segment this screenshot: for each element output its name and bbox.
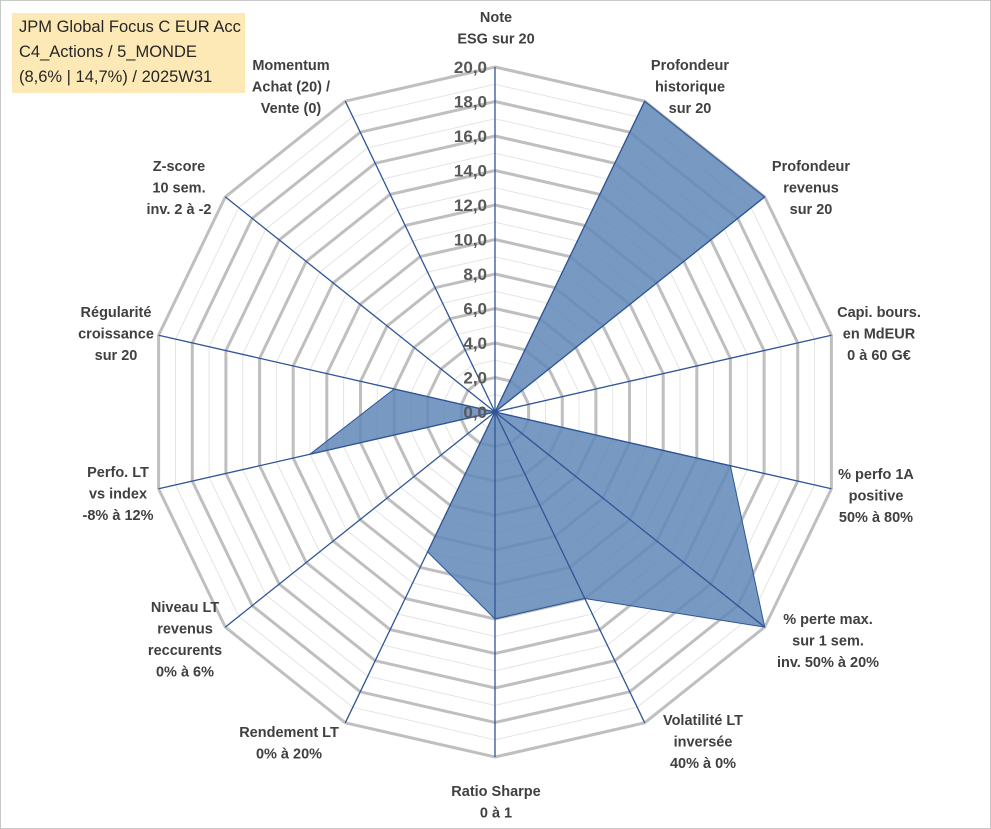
axis-spoke	[158, 334, 496, 413]
axis-spokes	[158, 67, 832, 757]
tick-label: 0,0	[463, 403, 487, 422]
fund-name: JPM Global Focus C EUR Acc	[19, 18, 241, 36]
axis-spoke	[344, 100, 496, 413]
category-label: Rendement LT 0% à 20%	[239, 725, 339, 763]
category-label: % perte max. sur 1 sem. inv. 50% à 20%	[777, 612, 879, 671]
tick-labels: 0,0 2,0 4,0 6,0 8,0 10,0 12,0 14,0 16,0 18,0 20,0	[454, 58, 487, 422]
category-label: Capi. bours. en MdEUR 0 à 60 G€	[837, 305, 921, 364]
fund-stats: (8,6% | 14,7%) / 2025W31	[19, 68, 213, 86]
tick-label: 16,0	[454, 127, 487, 146]
category-label: Niveau LT revenus reccurents 0% à 6%	[148, 600, 222, 681]
axis-spoke	[494, 411, 646, 724]
category-label: Momentum Achat (20) / Vente (0)	[252, 58, 330, 117]
category-labels: Note ESG sur 20 Profondeur historique sur 20…	[78, 10, 921, 822]
category-label: % perfo 1A positive 50% à 80%	[838, 467, 914, 526]
tick-label: 4,0	[463, 334, 487, 353]
axis-spoke	[224, 411, 496, 628]
category-label: Perfo. LT vs index -8% à 12%	[83, 465, 154, 524]
tick-label: 8,0	[463, 265, 487, 284]
category-label: Régularité croissance sur 20	[78, 305, 154, 364]
axis-spoke	[494, 100, 646, 413]
tick-label: 20,0	[454, 58, 487, 77]
axis-spoke	[494, 196, 766, 413]
category-label: Volatilité LT inversée 40% à 0%	[663, 713, 743, 772]
axis-spoke	[344, 411, 496, 724]
tick-label: 2,0	[463, 369, 487, 388]
category-label: Z-score 10 sem. inv. 2 à -2	[146, 159, 211, 218]
tick-label: 18,0	[454, 93, 487, 112]
tick-label: 10,0	[454, 231, 487, 250]
fund-info-box: JPM Global Focus C EUR Acc C4_Actions / …	[12, 13, 245, 93]
category-label: Profondeur revenus sur 20	[772, 159, 850, 218]
category-label: Ratio Sharpe 0 à 1	[451, 784, 540, 822]
category-label: Profondeur historique sur 20	[651, 58, 729, 117]
axis-spoke	[224, 196, 496, 413]
tick-label: 6,0	[463, 300, 487, 319]
axis-spoke	[494, 334, 832, 413]
axis-spoke	[494, 411, 832, 490]
axis-spoke	[158, 411, 496, 490]
tick-label: 12,0	[454, 196, 487, 215]
axis-spoke	[494, 411, 766, 628]
fund-category: C4_Actions / 5_MONDE	[19, 43, 197, 61]
tick-label: 14,0	[454, 162, 487, 181]
category-label: Note ESG sur 20	[457, 10, 534, 48]
